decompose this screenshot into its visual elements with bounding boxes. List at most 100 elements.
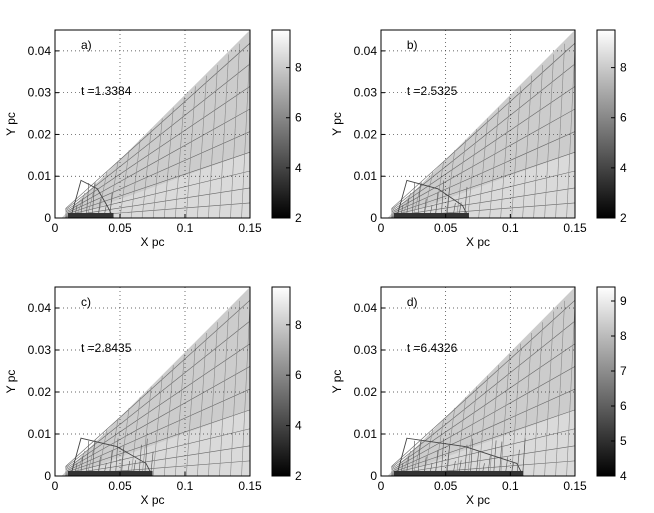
y-tick-label: 0.02: [354, 127, 378, 141]
contour-line: [119, 407, 130, 476]
x-tick-label: 0: [52, 221, 59, 235]
contour-line: [97, 171, 108, 218]
panel-b: 0 0.05 0.1 0.15 0 0.01 0.02 0.03 0.04 X pc Y pc b) t…: [330, 29, 627, 249]
shock-front: [70, 437, 153, 476]
colorbar-tick-label: 4: [620, 161, 627, 175]
contour-line: [555, 300, 565, 476]
streamline: [391, 343, 575, 470]
streamline: [65, 170, 250, 216]
colorbar-tick-label: 6: [620, 399, 627, 413]
shock-filament: [440, 180, 445, 218]
contour-line: [208, 65, 218, 218]
colorbar-tick-label: 4: [295, 161, 302, 175]
streamline: [65, 428, 250, 474]
streamline: [391, 63, 575, 211]
contour-line: [130, 397, 141, 476]
shock-filament: [138, 444, 142, 476]
y-axis-label: Y pc: [4, 112, 18, 136]
x-tick-label: 0.15: [563, 221, 587, 235]
y-tick-label: 0.04: [354, 44, 378, 58]
x-axis-label: X pc: [466, 493, 490, 507]
x-tick-label: 0.15: [238, 221, 262, 235]
shock-filament: [464, 186, 468, 218]
streamline: [65, 187, 250, 217]
streamline: [65, 86, 250, 212]
colorbar: [271, 286, 291, 477]
contour-line: [445, 150, 456, 218]
time-label: t =2.5325: [407, 84, 458, 98]
y-tick-label: 0: [370, 211, 377, 225]
y-tick-label: 0: [44, 469, 51, 483]
streamline: [65, 131, 250, 214]
shock-filament: [144, 438, 148, 476]
dense-base-layer: [68, 212, 114, 218]
density-inner-band: [393, 152, 575, 218]
contour-line: [533, 65, 543, 218]
contour-line: [467, 386, 478, 476]
contour-line: [197, 332, 207, 476]
streamline: [65, 388, 250, 472]
contour-line: [241, 297, 250, 476]
colorbar-tick-label: 5: [620, 434, 627, 448]
colorbar-tick-label: 8: [295, 318, 302, 332]
contour-line: [174, 354, 185, 476]
streamline: [391, 320, 575, 468]
shock-filament: [499, 441, 503, 476]
x-tick-label: 0.15: [238, 479, 262, 493]
contour-line: [423, 171, 434, 218]
contour-line: [489, 365, 499, 476]
streamline: [391, 108, 575, 213]
contour-line: [566, 40, 575, 218]
colorbar-tick-label: 6: [295, 368, 302, 382]
shock-filament: [417, 441, 421, 476]
contour-line: [230, 300, 240, 476]
streamline: [65, 343, 250, 470]
y-tick-label: 0.01: [354, 169, 378, 183]
shock-filament: [85, 182, 90, 218]
colorbar-tick-label: 8: [620, 329, 627, 343]
y-tick-label: 0.03: [28, 343, 52, 357]
x-tick-label: 0: [378, 479, 385, 493]
streamline: [391, 187, 575, 217]
shock-filament: [91, 441, 95, 476]
shock-filament: [115, 438, 119, 476]
contour-line: [186, 343, 196, 476]
contour-line: [511, 86, 521, 218]
panel-label: d): [407, 295, 418, 309]
streamline: [65, 151, 250, 215]
colorbar-tick-label: 2: [295, 469, 302, 483]
x-tick-label: 0.1: [502, 221, 519, 235]
contour-line: [130, 139, 141, 218]
colorbar-tick-label: 4: [295, 419, 302, 433]
plot-content: [387, 30, 575, 218]
contour-line: [163, 365, 174, 476]
streamline: [65, 300, 250, 467]
panel-a: 0 0.05 0.1 0.15 0 0.01 0.02 0.03 0.04 X pc Y pc a) t…: [4, 29, 302, 249]
x-tick-label: 0: [378, 221, 385, 235]
shock-front: [70, 179, 114, 218]
x-tick-label: 0.05: [108, 221, 132, 235]
contour-line: [230, 43, 240, 218]
x-tick-label: 0.1: [502, 479, 519, 493]
shock-filament: [493, 440, 497, 476]
streamline: [65, 445, 250, 475]
x-axis-label: X pc: [140, 493, 164, 507]
time-label: t =1.3384: [81, 84, 132, 98]
dense-base-layer: [393, 470, 524, 476]
streamline: [391, 42, 575, 209]
shock-filament: [440, 438, 445, 476]
contour-line: [478, 118, 488, 218]
y-tick-label: 0.02: [28, 385, 52, 399]
streamline: [391, 366, 575, 471]
plot-content: [387, 287, 575, 476]
contour-line: [555, 43, 565, 218]
contour-line: [241, 40, 250, 218]
y-axis-label: Y pc: [330, 112, 344, 136]
contour-line: [219, 311, 229, 476]
shock-filament: [464, 444, 468, 476]
panel-d: 0 0.05 0.1 0.15 0 0.01 0.02 0.03 0.04 X pc Y pc d) t…: [330, 286, 627, 507]
streamline: [65, 409, 250, 473]
x-tick-label: 0.05: [434, 221, 458, 235]
streamline: [65, 63, 250, 211]
